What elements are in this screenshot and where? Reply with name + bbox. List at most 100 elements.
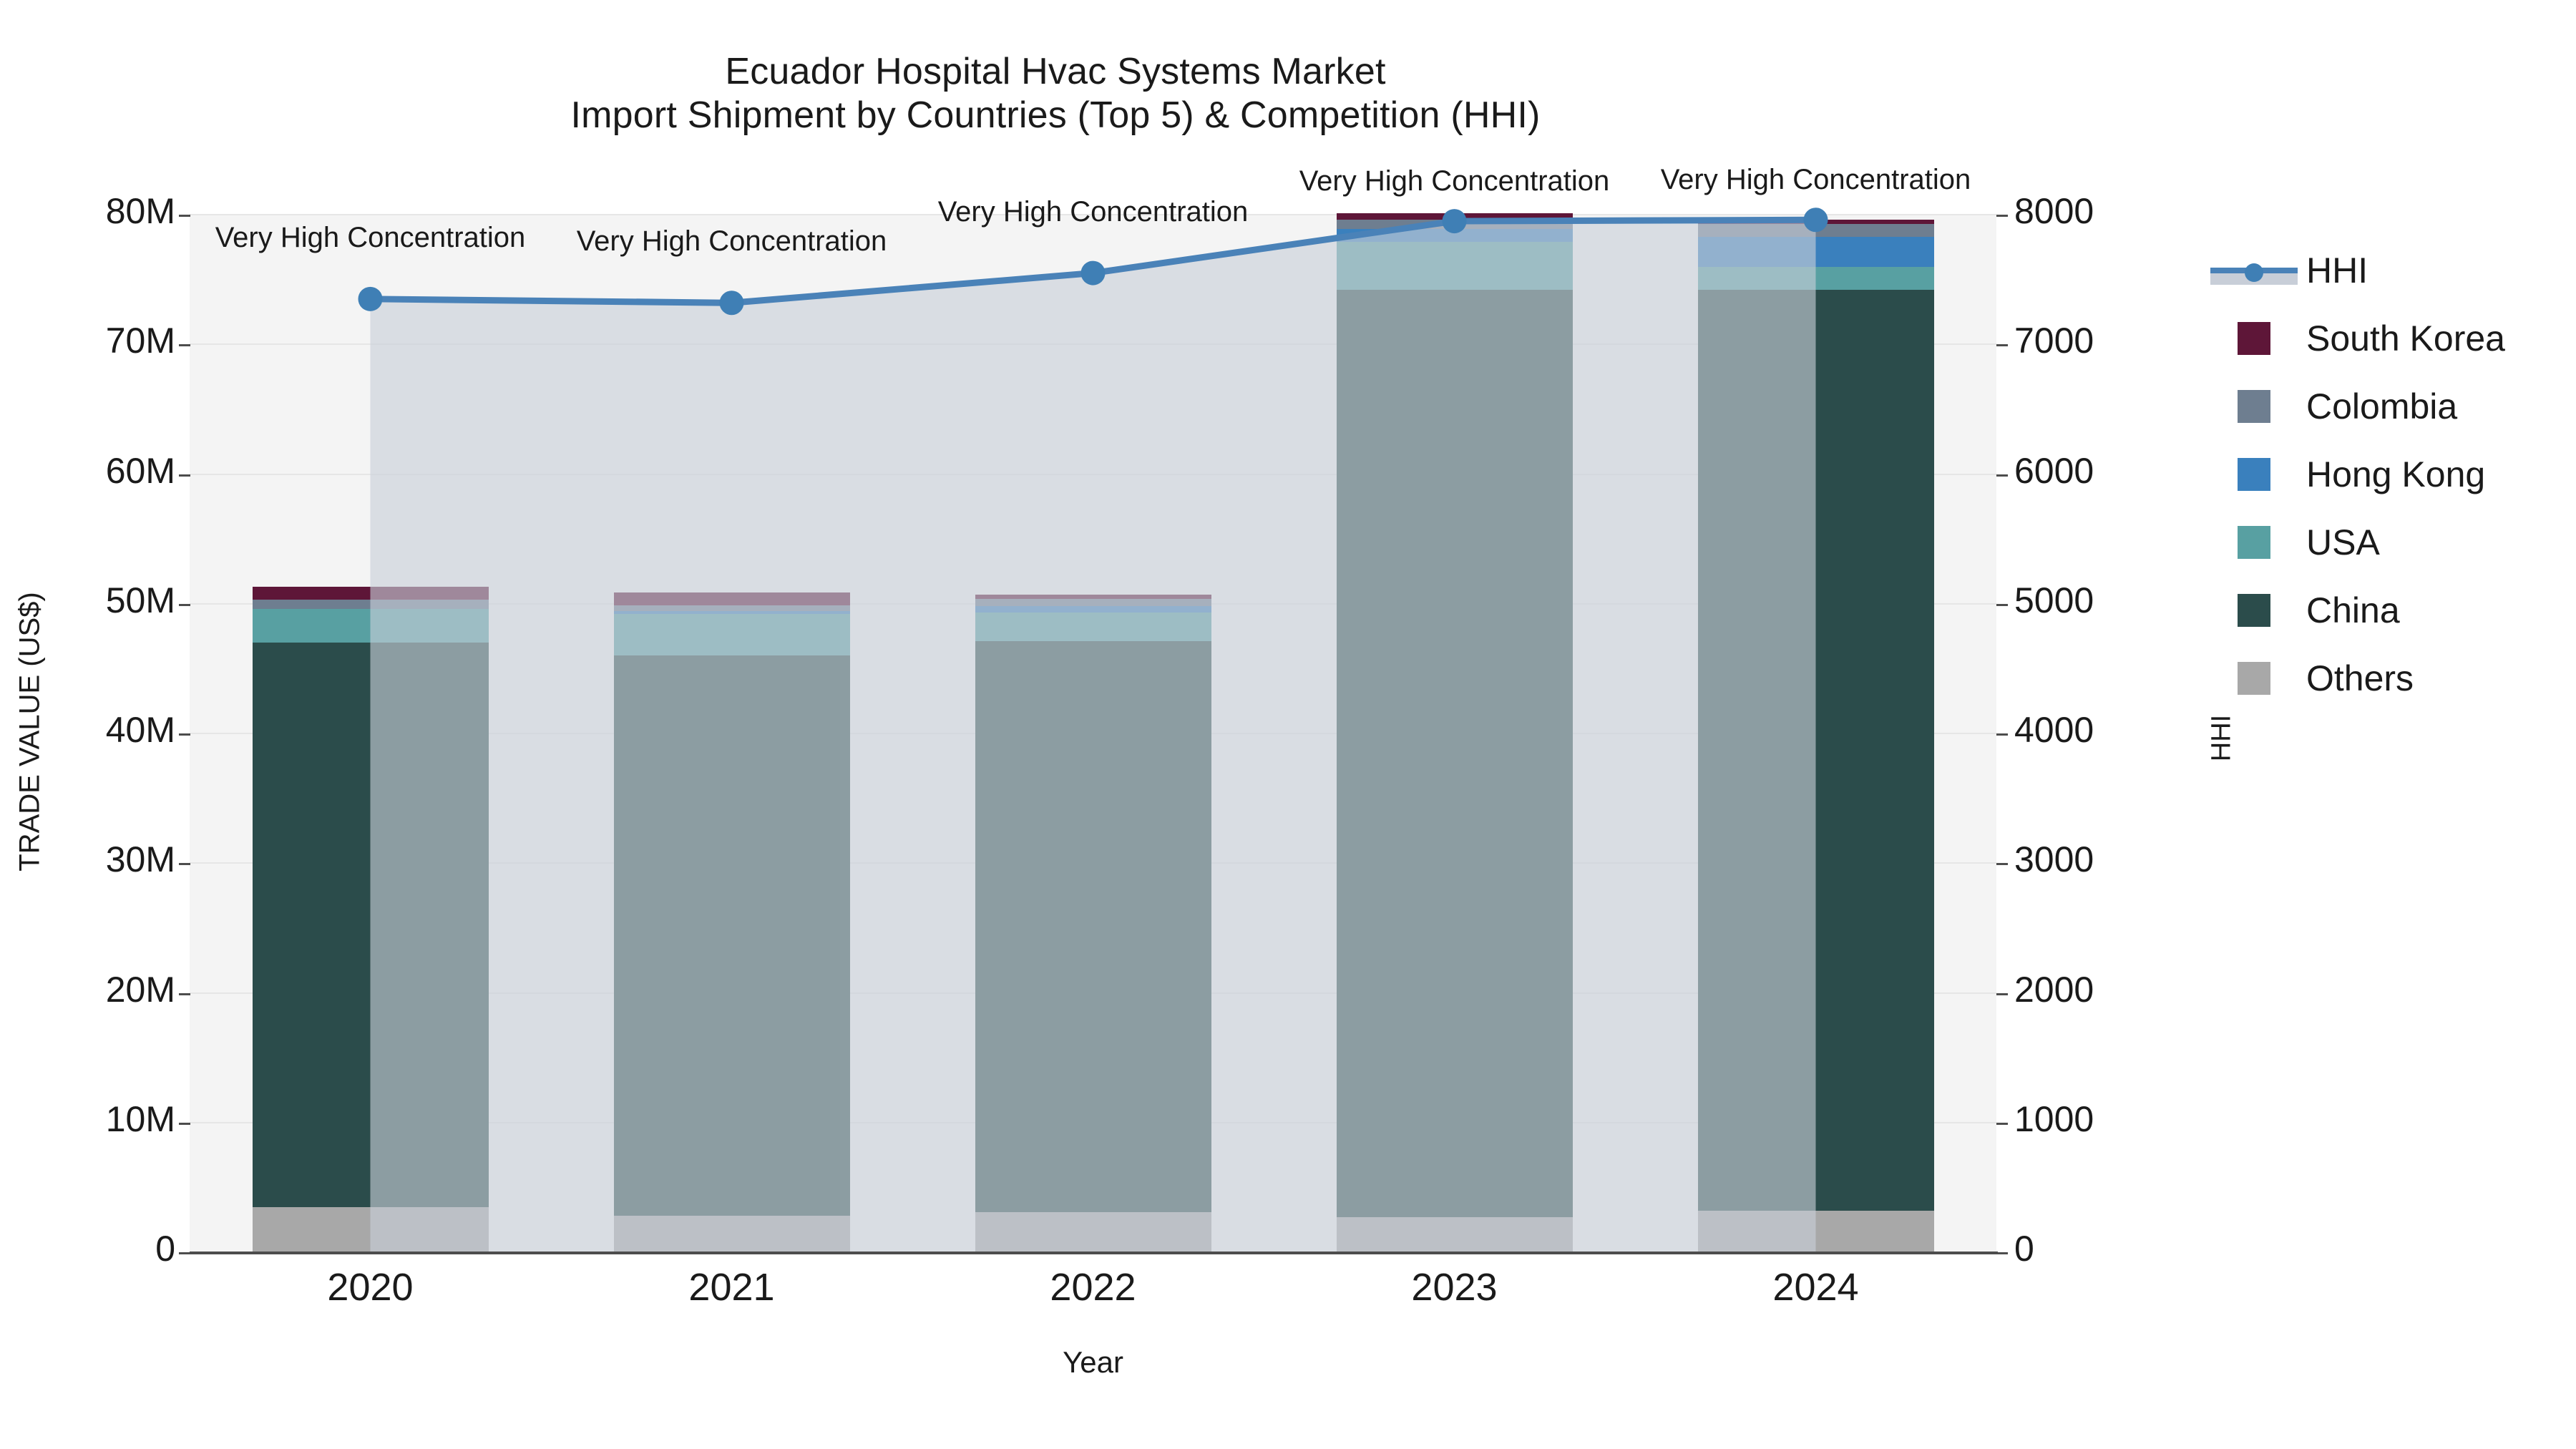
bar-segment-colombia[interactable]: [1336, 220, 1573, 229]
bar-segment-south-korea[interactable]: [1336, 213, 1573, 220]
bar-segment-others[interactable]: [1336, 1217, 1573, 1252]
legend-item-china[interactable]: China: [2207, 576, 2505, 644]
chart-title-block: Ecuador Hospital Hvac Systems Market Imp…: [0, 50, 2111, 138]
y-axis-left-tick-label: 80M: [105, 191, 175, 231]
legend-line-icon: [2207, 249, 2301, 292]
x-axis-label: Year: [1063, 1345, 1123, 1379]
hhi-annotation-2020: Very High Concentration: [215, 221, 526, 253]
y-axis-left-tick-mark: [179, 1252, 190, 1254]
bar-group-2024[interactable]: [1697, 215, 1934, 1252]
legend-color-swatch: [2238, 389, 2270, 423]
bar-segment-hong-kong[interactable]: [1697, 236, 1934, 267]
y-axis-right-tick-label: 3000: [2014, 839, 2094, 880]
legend-color-swatch: [2238, 593, 2270, 627]
bar-group-2023[interactable]: [1336, 213, 1573, 1252]
x-axis-tick-label-2022: 2022: [1050, 1266, 1136, 1309]
bar-segment-china[interactable]: [1697, 290, 1934, 1211]
legend-item-colombia[interactable]: Colombia: [2207, 372, 2505, 440]
chart-title-line-2: Import Shipment by Countries (Top 5) & C…: [570, 94, 1541, 137]
y-axis-left-tick-label: 0: [155, 1229, 175, 1269]
y-axis-left-tick-mark: [179, 863, 190, 866]
y-axis-right-tick-label: 4000: [2014, 710, 2094, 750]
y-axis-right-tick-label: 1000: [2014, 1098, 2094, 1139]
bar-segment-usa[interactable]: [252, 609, 489, 643]
bar-segment-china[interactable]: [613, 655, 850, 1216]
y-axis-left-tick-label: 10M: [105, 1098, 175, 1139]
legend-item-others[interactable]: Others: [2207, 644, 2505, 712]
bar-segment-south-korea[interactable]: [1697, 220, 1934, 224]
bar-segment-colombia[interactable]: [975, 598, 1211, 607]
x-axis-tick-label-2024: 2024: [1772, 1266, 1859, 1309]
bar-segment-china[interactable]: [252, 643, 489, 1207]
y-axis-left-tick-mark: [179, 733, 190, 736]
legend-item-hhi[interactable]: HHI: [2207, 236, 2505, 304]
legend-color-swatch: [2238, 321, 2270, 355]
y-axis-left-label: TRADE VALUE (US$): [14, 592, 46, 872]
bar-group-2022[interactable]: [975, 215, 1211, 1252]
y-axis-right-tick-mark: [1996, 1122, 2008, 1125]
legend-swatch-icon: [2207, 317, 2301, 360]
bar-segment-usa[interactable]: [1697, 266, 1934, 291]
bar-segment-colombia[interactable]: [613, 605, 850, 611]
y-axis-right-tick-mark: [1996, 603, 2008, 606]
bar-segment-china[interactable]: [1336, 290, 1573, 1218]
bar-segment-hong-kong[interactable]: [1336, 228, 1573, 243]
legend-label: China: [2306, 590, 2400, 630]
bar-segment-others[interactable]: [975, 1211, 1211, 1252]
legend-color-swatch: [2238, 457, 2270, 491]
bar-group-2020[interactable]: [252, 215, 489, 1252]
legend-label: USA: [2306, 522, 2380, 562]
bar-segment-others[interactable]: [252, 1206, 489, 1252]
bar-segment-china[interactable]: [975, 641, 1211, 1212]
bar-group-2021[interactable]: [613, 215, 850, 1252]
y-axis-left-tick-mark: [179, 215, 190, 217]
plot-area: [190, 208, 1996, 1252]
bar-segment-colombia[interactable]: [252, 600, 489, 609]
y-axis-right-tick-label: 5000: [2014, 580, 2094, 620]
y-axis-right-tick-mark: [1996, 474, 2008, 477]
bar-segment-hong-kong[interactable]: [613, 610, 850, 615]
legend-swatch-icon: [2207, 385, 2301, 428]
y-axis-right-tick-label: 8000: [2014, 191, 2094, 231]
y-axis-left-tick-label: 50M: [105, 580, 175, 620]
legend-color-swatch: [2238, 525, 2270, 559]
y-axis-left-tick-mark: [179, 344, 190, 347]
bar-segment-south-korea[interactable]: [975, 595, 1211, 599]
legend-label: Colombia: [2306, 386, 2458, 426]
legend-item-usa[interactable]: USA: [2207, 508, 2505, 576]
bar-segment-south-korea[interactable]: [252, 587, 489, 600]
x-axis-tick-label-2020: 2020: [327, 1266, 414, 1309]
bar-segment-others[interactable]: [613, 1216, 850, 1252]
legend-label: South Korea: [2306, 318, 2505, 358]
y-axis-right-tick-mark: [1996, 733, 2008, 736]
x-axis-line: [190, 1252, 1998, 1254]
bar-segment-hong-kong[interactable]: [975, 606, 1211, 613]
legend-swatch-icon: [2207, 521, 2301, 564]
y-axis-left-tick-label: 70M: [105, 321, 175, 361]
y-axis-right-tick-mark: [1996, 1252, 2008, 1254]
bar-segment-usa[interactable]: [613, 614, 850, 656]
legend-color-swatch: [2238, 661, 2270, 695]
y-axis-left-tick-mark: [179, 992, 190, 995]
y-axis-left-tick-mark: [179, 474, 190, 477]
bar-segment-colombia[interactable]: [1697, 223, 1934, 237]
legend-item-south-korea[interactable]: South Korea: [2207, 304, 2505, 372]
y-axis-left-tick-label: 30M: [105, 839, 175, 880]
y-axis-right-tick-mark: [1996, 215, 2008, 217]
x-axis-tick-label-2023: 2023: [1411, 1266, 1498, 1309]
bar-segment-usa[interactable]: [975, 613, 1211, 642]
y-axis-left-tick-mark: [179, 1122, 190, 1125]
y-axis-right-tick-mark: [1996, 992, 2008, 995]
legend-item-hong-kong[interactable]: Hong Kong: [2207, 440, 2505, 508]
bar-segment-south-korea[interactable]: [613, 592, 850, 606]
y-axis-right-tick-label: 6000: [2014, 450, 2094, 491]
hhi-annotation-2024: Very High Concentration: [1660, 164, 1971, 196]
legend-label: Hong Kong: [2306, 454, 2486, 494]
hhi-annotation-2021: Very High Concentration: [576, 225, 887, 258]
bar-segment-usa[interactable]: [1336, 242, 1573, 291]
legend-swatch-icon: [2207, 657, 2301, 700]
y-axis-right-tick-label: 0: [2014, 1229, 2034, 1269]
legend: HHI South Korea Colombia Hong Kong USA China O…: [2207, 236, 2505, 712]
bar-segment-others[interactable]: [1697, 1211, 1934, 1252]
